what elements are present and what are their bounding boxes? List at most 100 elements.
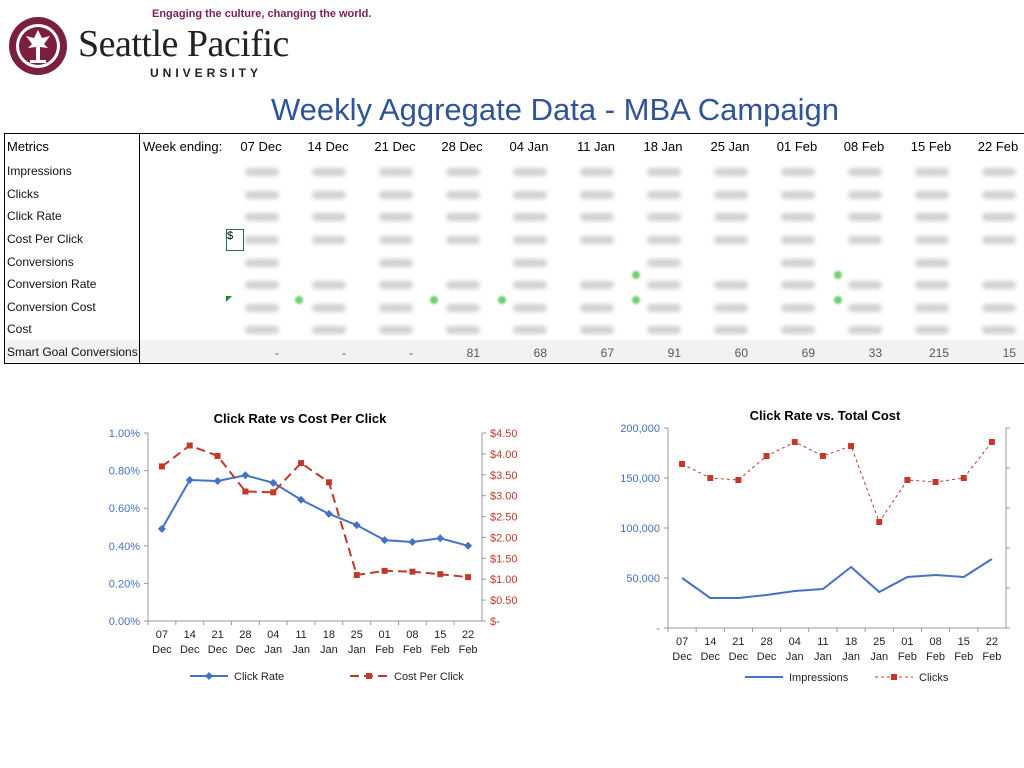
blurred-cell[interactable] xyxy=(245,236,279,244)
blurred-cell[interactable] xyxy=(446,191,480,199)
blurred-cell[interactable] xyxy=(915,236,949,244)
blurred-cell[interactable] xyxy=(982,168,1016,176)
blurred-cell[interactable] xyxy=(513,304,547,312)
blurred-cell[interactable] xyxy=(245,326,279,334)
blurred-cell[interactable] xyxy=(915,168,949,176)
blurred-cell[interactable] xyxy=(781,259,815,267)
blurred-cell[interactable] xyxy=(714,168,748,176)
blurred-cell[interactable] xyxy=(781,168,815,176)
blurred-cell[interactable] xyxy=(647,259,681,267)
blurred-cell[interactable] xyxy=(245,168,279,176)
blurred-cell[interactable] xyxy=(312,168,346,176)
blurred-cell[interactable] xyxy=(714,213,748,221)
blurred-cell[interactable] xyxy=(379,281,413,289)
blurred-cell[interactable] xyxy=(513,191,547,199)
blurred-cell[interactable] xyxy=(446,326,480,334)
metric-clicks[interactable]: Clicks xyxy=(7,187,39,201)
blurred-cell[interactable] xyxy=(781,236,815,244)
blurred-cell[interactable] xyxy=(312,191,346,199)
blurred-cell[interactable] xyxy=(513,281,547,289)
blurred-cell[interactable] xyxy=(379,213,413,221)
smart-goal-value-9[interactable]: 33 xyxy=(868,346,882,360)
blurred-cell[interactable] xyxy=(848,281,882,289)
metric-conversion-rate[interactable]: Conversion Rate xyxy=(7,277,97,291)
blurred-cell[interactable] xyxy=(245,281,279,289)
blurred-cell[interactable] xyxy=(647,304,681,312)
metric-cost[interactable]: Cost xyxy=(7,322,32,336)
metric-conversion-cost[interactable]: Conversion Cost xyxy=(7,300,96,314)
blurred-cell[interactable] xyxy=(446,281,480,289)
metric-impressions[interactable]: Impressions xyxy=(7,164,72,178)
blurred-cell[interactable] xyxy=(982,213,1016,221)
smart-goal-value-10[interactable]: 215 xyxy=(928,346,949,360)
blurred-cell[interactable] xyxy=(647,168,681,176)
blurred-cell[interactable] xyxy=(379,259,413,267)
blurred-cell[interactable] xyxy=(915,213,949,221)
blurred-cell[interactable] xyxy=(580,304,614,312)
blurred-cell[interactable] xyxy=(848,236,882,244)
blurred-cell[interactable] xyxy=(915,304,949,312)
metric-click-rate[interactable]: Click Rate xyxy=(7,209,62,223)
smart-goal-value-2[interactable]: - xyxy=(409,346,413,360)
blurred-cell[interactable] xyxy=(647,281,681,289)
blurred-cell[interactable] xyxy=(915,326,949,334)
blurred-cell[interactable] xyxy=(312,213,346,221)
blurred-cell[interactable] xyxy=(647,236,681,244)
blurred-cell[interactable] xyxy=(379,326,413,334)
blurred-cell[interactable] xyxy=(982,236,1016,244)
blurred-cell[interactable] xyxy=(312,281,346,289)
blurred-cell[interactable] xyxy=(379,236,413,244)
blurred-cell[interactable] xyxy=(513,168,547,176)
blurred-cell[interactable] xyxy=(580,191,614,199)
blurred-cell[interactable] xyxy=(848,168,882,176)
blurred-cell[interactable] xyxy=(446,304,480,312)
metric-conversions[interactable]: Conversions xyxy=(7,255,74,269)
blurred-cell[interactable] xyxy=(580,213,614,221)
blurred-cell[interactable] xyxy=(513,326,547,334)
blurred-cell[interactable] xyxy=(647,213,681,221)
blurred-cell[interactable] xyxy=(714,281,748,289)
blurred-cell[interactable] xyxy=(580,236,614,244)
selected-cell[interactable]: $ xyxy=(226,229,244,251)
blurred-cell[interactable] xyxy=(982,191,1016,199)
blurred-cell[interactable] xyxy=(915,259,949,267)
smart-goal-value-8[interactable]: 69 xyxy=(801,346,815,360)
metric-smart-goal-conversions[interactable]: Smart Goal Conversions xyxy=(7,345,138,359)
blurred-cell[interactable] xyxy=(982,326,1016,334)
blurred-cell[interactable] xyxy=(379,304,413,312)
blurred-cell[interactable] xyxy=(312,326,346,334)
blurred-cell[interactable] xyxy=(781,213,815,221)
blurred-cell[interactable] xyxy=(781,304,815,312)
blurred-cell[interactable] xyxy=(647,191,681,199)
blurred-cell[interactable] xyxy=(982,304,1016,312)
smart-goal-value-1[interactable]: - xyxy=(342,346,346,360)
blurred-cell[interactable] xyxy=(379,191,413,199)
smart-goal-value-0[interactable]: - xyxy=(275,346,279,360)
blurred-cell[interactable] xyxy=(848,191,882,199)
blurred-cell[interactable] xyxy=(513,259,547,267)
blurred-cell[interactable] xyxy=(848,326,882,334)
blurred-cell[interactable] xyxy=(245,213,279,221)
blurred-cell[interactable] xyxy=(580,281,614,289)
smart-goal-value-5[interactable]: 67 xyxy=(600,346,614,360)
blurred-cell[interactable] xyxy=(714,304,748,312)
metric-cost-per-click[interactable]: Cost Per Click xyxy=(7,232,84,246)
blurred-cell[interactable] xyxy=(848,213,882,221)
blurred-cell[interactable] xyxy=(446,236,480,244)
blurred-cell[interactable] xyxy=(915,191,949,199)
blurred-cell[interactable] xyxy=(245,259,279,267)
blurred-cell[interactable] xyxy=(714,191,748,199)
blurred-cell[interactable] xyxy=(312,236,346,244)
blurred-cell[interactable] xyxy=(982,281,1016,289)
blurred-cell[interactable] xyxy=(714,236,748,244)
smart-goal-value-3[interactable]: 81 xyxy=(466,346,480,360)
blurred-cell[interactable] xyxy=(580,326,614,334)
smart-goal-value-4[interactable]: 68 xyxy=(533,346,547,360)
smart-goal-value-6[interactable]: 91 xyxy=(667,346,681,360)
blurred-cell[interactable] xyxy=(915,281,949,289)
blurred-cell[interactable] xyxy=(513,236,547,244)
blurred-cell[interactable] xyxy=(312,304,346,312)
blurred-cell[interactable] xyxy=(446,213,480,221)
blurred-cell[interactable] xyxy=(848,304,882,312)
smart-goal-value-7[interactable]: 60 xyxy=(734,346,748,360)
